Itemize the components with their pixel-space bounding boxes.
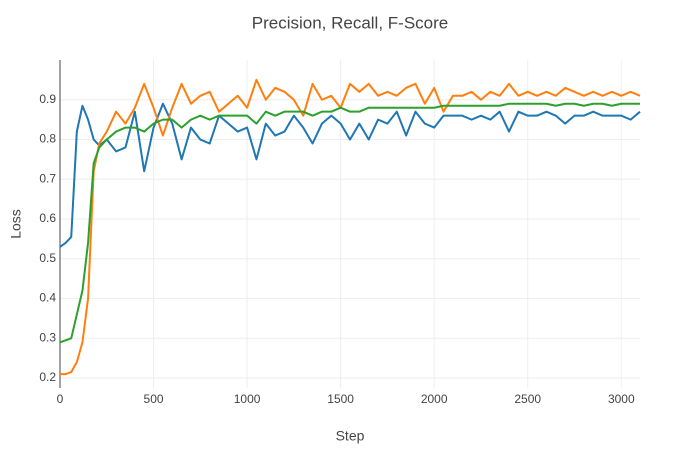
x-tick-label: 3000 <box>608 392 635 406</box>
series-line <box>59 102 641 248</box>
y-tick-label: 0.8 <box>39 132 56 146</box>
x-tick-label: 1000 <box>234 392 261 406</box>
x-tick-label: 2500 <box>514 392 541 406</box>
series-line <box>59 102 640 344</box>
x-axis-label: Step <box>336 428 365 444</box>
y-axis-label: Loss <box>8 209 24 239</box>
series-line <box>60 78 641 376</box>
x-tick-label: 0 <box>57 392 64 406</box>
y-tick-label: 0.7 <box>39 171 56 185</box>
chart-title: Precision, Recall, F-Score <box>252 13 449 32</box>
y-tick-label: 0.5 <box>39 251 56 265</box>
x-tick-label: 1500 <box>327 392 354 406</box>
x-tick-label: 2000 <box>421 392 448 406</box>
x-tick-label: 500 <box>144 392 164 406</box>
y-tick-label: 0.6 <box>39 211 56 225</box>
y-tick-label: 0.2 <box>39 370 56 384</box>
y-tick-label: 0.4 <box>39 291 56 305</box>
y-tick-label: 0.9 <box>39 92 56 106</box>
y-tick-label: 0.3 <box>39 330 56 344</box>
